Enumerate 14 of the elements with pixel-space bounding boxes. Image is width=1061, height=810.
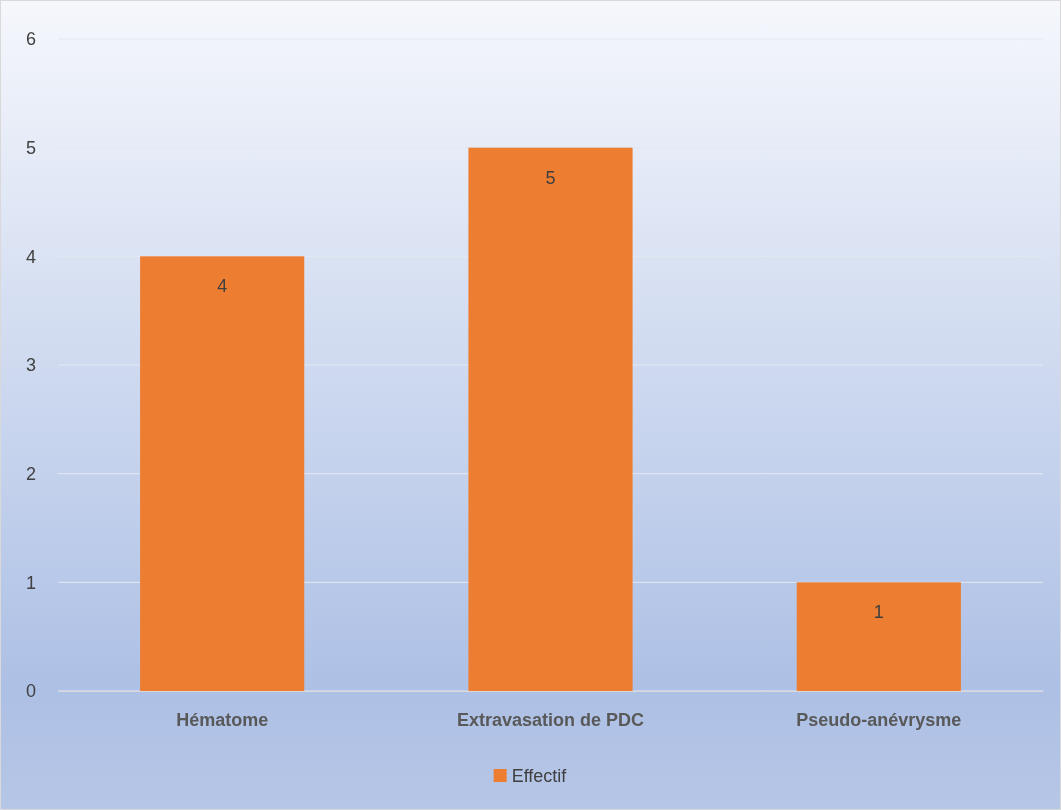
y-tick-label: 2 (25, 463, 36, 484)
y-tick-label: 5 (25, 137, 36, 158)
data-label: 5 (545, 167, 556, 188)
y-tick-label: 1 (25, 572, 36, 593)
x-tick-label: Extravasation de PDC (456, 709, 645, 730)
data-label: 4 (217, 276, 228, 297)
x-tick-label: Pseudo-anévrysme (796, 709, 962, 730)
y-tick-label: 4 (25, 246, 36, 267)
y-tick-label: 0 (25, 681, 36, 702)
data-label: 1 (873, 602, 884, 623)
y-tick-label: 3 (25, 355, 36, 376)
y-tick-label: 6 (25, 29, 36, 50)
legend-label: Effectif (511, 766, 568, 787)
x-tick-label: Hématome (176, 709, 269, 730)
